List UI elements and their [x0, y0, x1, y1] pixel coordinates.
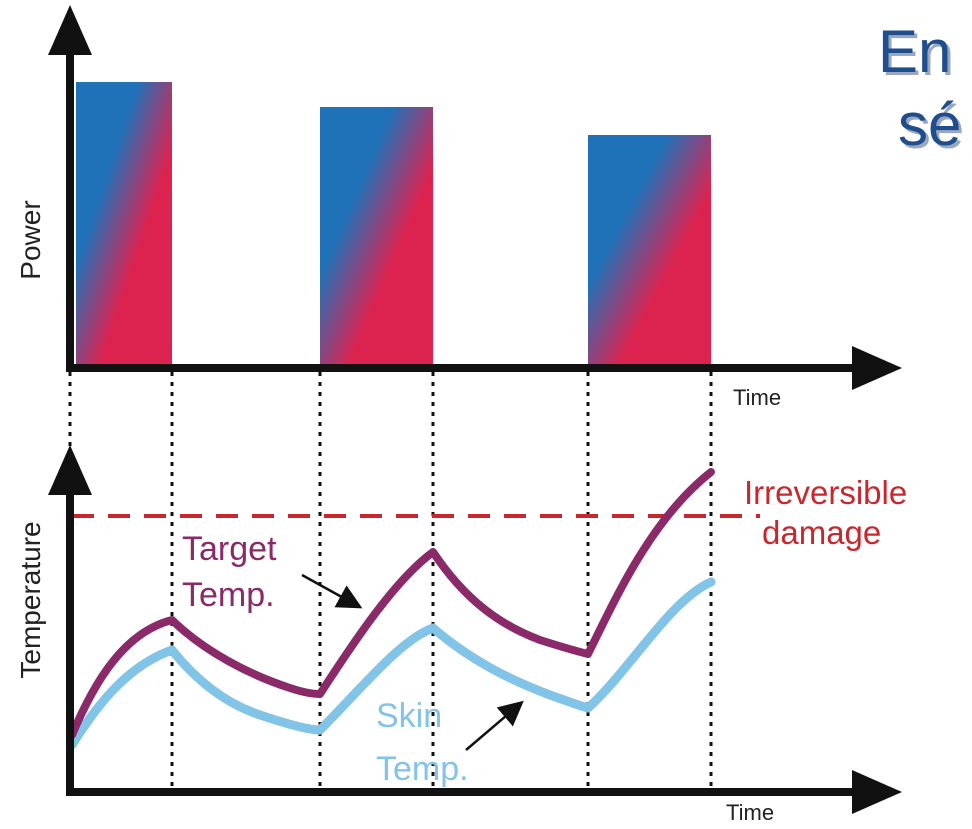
power-pulse-3: [588, 135, 711, 368]
target-temp-pointer-arrow: [301, 573, 363, 609]
target-temp-label-line-1: Target: [182, 530, 277, 568]
skin-temp-pointer-arrow: [465, 700, 524, 751]
temperature-x-axis-arrowhead: [852, 770, 902, 814]
temperature-axis-label: Temperature: [15, 521, 46, 678]
temperature-y-axis-arrowhead: [48, 445, 92, 495]
target-temp-label-line-2: Temp.: [182, 576, 275, 614]
slide-title-line-2: sé: [898, 91, 961, 158]
slide-title-line-2-shadow: sé: [901, 94, 964, 161]
power-pulse-1: [76, 82, 172, 368]
power-axis-label: Power: [15, 200, 46, 279]
target-temp-curve: [68, 468, 715, 739]
skin-temp-label-line-2: Temp.: [376, 750, 469, 788]
power-pulse-2: [320, 107, 433, 368]
slide-title-line-1: En: [878, 18, 951, 85]
irreversible-damage-label-line-2: damage: [762, 514, 881, 551]
temperature-time-label: Time: [726, 800, 774, 825]
skin-temp-label-line-1: Skin: [376, 697, 442, 735]
power-time-label: Time: [733, 385, 781, 410]
irreversible-damage-label-line-1: Irreversible: [744, 474, 907, 511]
slide-title-line-1-shadow: En: [881, 21, 954, 88]
power-x-axis-arrowhead: [852, 346, 902, 390]
skin-temp-curve: [67, 577, 716, 750]
temperature-plot: Temperature Time Irreversible damage Tar…: [15, 445, 907, 825]
power-y-axis-arrowhead: [48, 5, 92, 55]
power-plot: Power Time: [15, 5, 902, 410]
